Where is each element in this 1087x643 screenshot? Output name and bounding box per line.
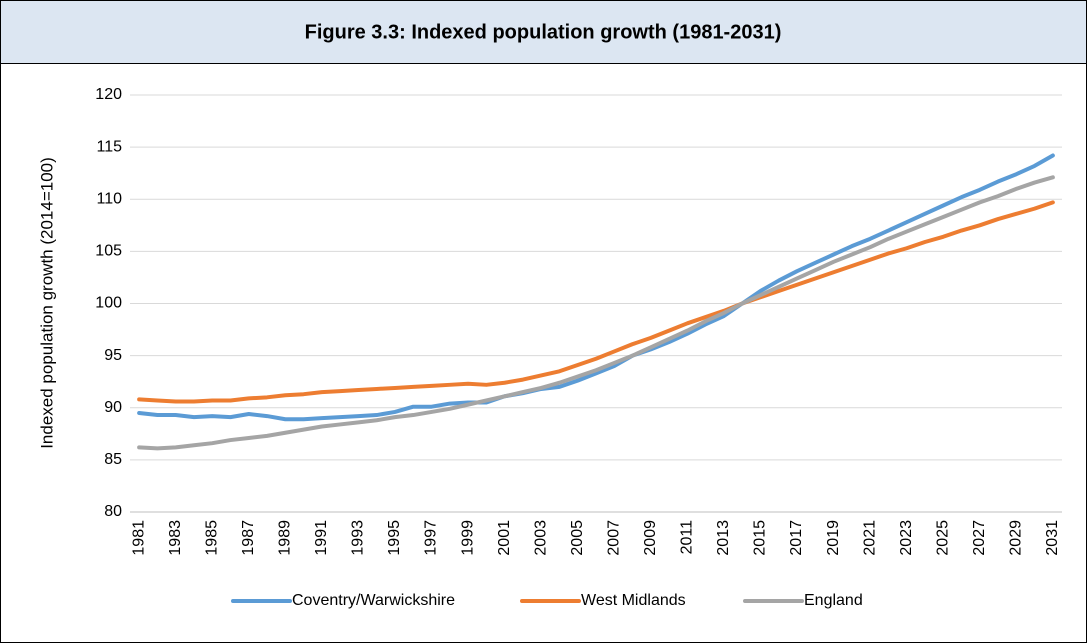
x-tick-label: 1989 [277,520,294,556]
x-tick-label: 2017 [788,520,805,556]
x-tick-label: 2015 [752,520,769,556]
x-tick-label: 2019 [825,520,842,556]
x-tick-label: 2009 [642,520,659,556]
x-tick-label: 1985 [203,520,220,556]
data-line [137,175,1055,451]
x-tick-label: 2029 [1008,520,1025,556]
y-tick-label: 115 [96,138,122,155]
y-tick-label: 105 [95,243,122,260]
chart-title: Figure 3.3: Indexed population growth (1… [305,21,782,43]
data-line [137,153,1055,422]
y-tick-label: 100 [95,295,122,312]
x-tick-label: 1997 [423,520,440,556]
x-tick-label: 1999 [459,520,476,556]
legend-label: West Midlands [581,592,686,609]
y-tick-label: 90 [104,399,122,416]
y-axis-label: Indexed population growth (2014=100) [37,157,56,449]
y-tick-label: 120 [95,86,122,103]
x-tick-label: 1993 [350,520,367,556]
x-tick-label: 2005 [569,520,586,556]
x-tick-label: 2011 [679,520,696,555]
legend-label: Coventry/Warwickshire [292,592,455,609]
legend-label: England [804,592,863,609]
x-tick-label: 1995 [386,520,403,556]
title-band [0,0,1087,64]
y-tick-label: 95 [104,347,122,364]
x-tick-label: 1981 [130,520,147,556]
x-tick-label: 2031 [1044,520,1061,556]
x-tick-label: 2023 [898,520,915,556]
x-tick-label: 2007 [605,520,622,556]
x-tick-label: 1983 [167,520,184,556]
x-tick-label: 2025 [934,520,951,556]
x-tick-label: 2027 [971,520,988,556]
y-tick-label: 85 [104,451,122,468]
x-tick-label: 2013 [715,520,732,556]
x-tick-label: 1991 [313,520,330,556]
x-tick-label: 1987 [240,520,257,556]
x-tick-label: 2021 [861,520,878,556]
y-tick-label: 80 [104,503,122,520]
x-tick-label: 2003 [532,520,549,556]
x-tick-label: 2001 [496,520,513,556]
y-tick-label: 110 [96,190,122,207]
data-line [137,200,1055,404]
